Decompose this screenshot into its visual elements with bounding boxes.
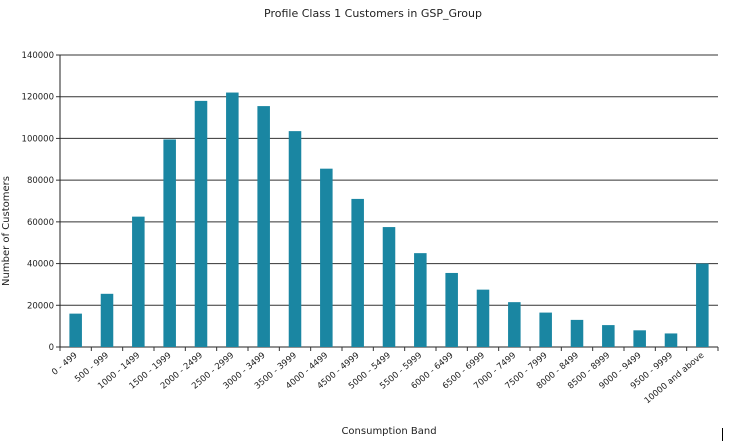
bar [476,289,490,347]
bar [69,313,82,347]
bar [288,131,302,347]
bar [664,333,678,347]
y-axis-ticks: 0 20000 40000 60000 80000 100000 120000 140000 [22,51,54,353]
bar [539,312,552,347]
y-tick-label: 40000 [27,260,54,270]
y-tick-label: 60000 [27,218,54,228]
bar [445,272,458,347]
y-tick-label: 20000 [27,301,54,311]
y-tick-label: 140000 [22,51,54,61]
bar [257,106,270,347]
bar [570,319,584,347]
bar [633,330,646,347]
y-tick-label: 100000 [22,134,54,144]
window-edge-mark [722,428,723,441]
bar [194,100,208,347]
bar [351,198,364,347]
bar [132,216,145,347]
bar [414,253,427,347]
bar [696,263,709,347]
bar [320,168,333,347]
y-tick-label: 0 [49,343,54,353]
bar [226,92,239,348]
x-tick-label: 0 - 499 [50,351,79,378]
bar [508,302,521,347]
y-tick-label: 120000 [22,93,54,103]
y-tick-label: 80000 [27,176,54,186]
x-axis-title: Consumption Band [341,426,436,437]
bars [69,92,709,348]
bar [382,227,396,347]
bar [163,139,176,347]
x-tick-label: 10000 and above [643,351,706,407]
chart-title: Profile Class 1 Customers in GSP_Group [264,7,482,20]
bar [602,325,615,347]
bar [100,293,114,347]
y-axis-title: Number of Customers [1,176,12,286]
